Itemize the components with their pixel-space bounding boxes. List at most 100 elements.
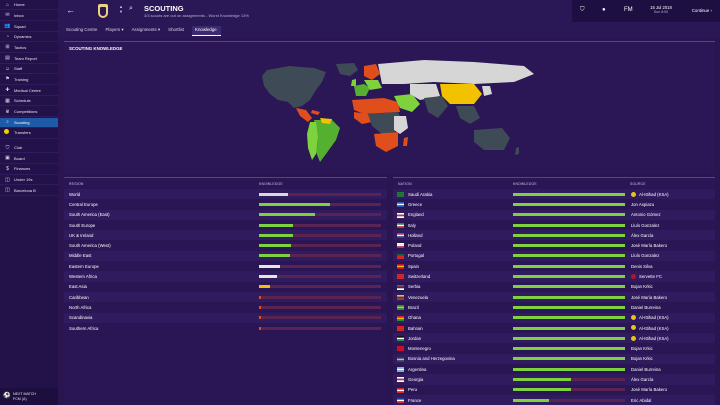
source-name[interactable]: José María Bakero xyxy=(631,243,668,249)
nation-column-header[interactable]: NATION xyxy=(398,182,412,186)
sidebar-item-tactics[interactable]: ⊞ Tactics xyxy=(0,43,58,54)
sidebar-item-board[interactable]: ▣ Board xyxy=(0,154,58,164)
nation-row[interactable]: Bahrain Al-Ittihad (KSA) xyxy=(393,323,715,333)
club-switch-arrows-icon[interactable]: ▲ ▼ xyxy=(119,4,123,14)
nation-row[interactable]: Portugal Lluís Gonzalez xyxy=(393,250,715,262)
source-name[interactable]: Jon Aspiazu xyxy=(631,201,655,207)
sidebar-item-schedule[interactable]: ▦ Schedule xyxy=(0,96,58,107)
back-arrow-icon[interactable]: ← xyxy=(66,5,75,15)
source-name[interactable]: Denis Silva xyxy=(631,263,653,269)
source-name[interactable]: Bojan Krkic xyxy=(631,356,653,362)
region-row[interactable]: Caribbean xyxy=(64,291,387,303)
scouting-knowledge-panel: SCOUTING KNOWLEDGE xyxy=(64,41,715,174)
source-name[interactable]: Al-Ittihad (KSA) xyxy=(639,315,669,321)
nation-row[interactable]: Ghana Al-Ittihad (KSA) xyxy=(393,312,715,323)
nation-row[interactable]: Bosnia and Herzegovina Bojan Krkic xyxy=(393,353,715,365)
sidebar-item-finances[interactable]: $ Finances xyxy=(0,164,58,175)
source-name[interactable]: Al-Ittihad (KSA) xyxy=(639,191,669,197)
nation-row[interactable]: Brazil Daniel Burreina xyxy=(393,302,715,312)
source-name[interactable]: Lluís Gonzalez xyxy=(631,222,660,228)
nation-name: Spain xyxy=(408,263,419,269)
nation-row[interactable]: Poland José María Bakero xyxy=(393,240,715,250)
sidebar-item-squad[interactable]: 👥 Squad xyxy=(0,21,58,32)
nation-row[interactable]: Serbia Bojan Krkic xyxy=(393,282,715,292)
nation-row[interactable]: Saudi Arabia Al-Ittihad (KSA) xyxy=(393,189,715,200)
tab-shortlist[interactable]: Shortlist xyxy=(168,27,185,32)
region-row[interactable]: North Africa xyxy=(64,302,387,312)
sidebar-item-competitions[interactable]: ♛ Competitions xyxy=(0,107,58,118)
next-match-button[interactable]: ⚽ NEXT MATCH FCM (A) xyxy=(0,388,58,405)
sidebar-item-under-19s[interactable]: ◫ Under 19s xyxy=(0,175,58,186)
region-row[interactable]: East Asia xyxy=(64,282,387,292)
nation-row[interactable]: Spain Denis Silva xyxy=(393,261,715,271)
tab-knowledge[interactable]: Knowledge xyxy=(192,26,221,36)
continue-button[interactable]: Continue › xyxy=(691,8,712,13)
sidebar-item-scouting[interactable]: ⌕ Scouting xyxy=(0,117,58,128)
region-row[interactable]: Eastern Europe xyxy=(64,261,387,271)
source-name[interactable]: Bojan Krkic xyxy=(631,346,653,352)
club-icon[interactable]: ⛉ xyxy=(580,7,585,13)
source-name[interactable]: José María Bakero xyxy=(631,294,668,300)
source-name[interactable]: José María Bakero xyxy=(631,387,668,393)
source-name[interactable]: Al-Ittihad (KSA) xyxy=(639,325,669,331)
source-name[interactable]: Bojan Krkic xyxy=(631,284,653,290)
source-name[interactable]: Daniel Burreina xyxy=(631,304,661,310)
sidebar-item-staff[interactable]: ☺ Staff xyxy=(0,64,58,75)
world-knowledge-map[interactable] xyxy=(64,42,715,175)
nation-row[interactable]: Italy Lluís Gonzalez xyxy=(393,220,715,230)
sidebar-item-inbox[interactable]: ✉ Inbox xyxy=(0,11,58,21)
source-name[interactable]: Daniel Burreina xyxy=(631,366,661,372)
info-icon[interactable]: ● xyxy=(602,7,606,13)
sidebar-item-dynamics[interactable]: ◔ Dynamics xyxy=(0,32,58,43)
region-row[interactable]: Central Europe xyxy=(64,199,387,209)
region-row[interactable]: Western Africa xyxy=(64,271,387,282)
fm-menu-icon[interactable]: FM xyxy=(624,7,633,13)
nation-row[interactable]: Venezuela José María Bakero xyxy=(393,291,715,303)
region-row[interactable]: World xyxy=(64,189,387,200)
source-name[interactable]: Lluís Gonzalez xyxy=(631,253,660,259)
nation-row[interactable]: Holland Álex García xyxy=(393,230,715,241)
sidebar-item-home[interactable]: ⌂ Home xyxy=(0,0,58,11)
nation-row[interactable]: Switzerland Servette FC xyxy=(393,271,715,282)
tab-assignments[interactable]: Assignments ▾ xyxy=(131,27,161,32)
source-name[interactable]: Álex García xyxy=(631,232,654,238)
sidebar-item-club[interactable]: ⛉ Club xyxy=(0,143,58,154)
sidebar-item-medical-centre[interactable]: ✚ Medical Centre xyxy=(0,86,58,96)
region-row[interactable]: South America (West) xyxy=(64,240,387,250)
region-row[interactable]: South America (East) xyxy=(64,209,387,220)
knowledge-bar xyxy=(513,213,625,217)
nation-row[interactable]: Jordan Al-Ittihad (KSA) xyxy=(393,333,715,344)
source-name[interactable]: Antonio Gómez xyxy=(631,212,661,218)
source-column-header[interactable]: SOURCE xyxy=(630,182,646,186)
knowledge-bar xyxy=(259,223,381,227)
nation-row[interactable]: Greece Jon Aspiazu xyxy=(393,199,715,209)
source-name[interactable]: Al-Ittihad (KSA) xyxy=(639,335,669,341)
club-crest[interactable] xyxy=(98,4,108,18)
sidebar-item-training[interactable]: ⚑ Training xyxy=(0,75,58,86)
tab-players[interactable]: Players ▾ xyxy=(105,27,124,32)
sidebar-item-barcelona-b[interactable]: ◫ Barcelona B xyxy=(0,186,58,196)
nation-row[interactable]: Argentina Daniel Burreina xyxy=(393,364,715,374)
nation-row[interactable]: Peru José María Bakero xyxy=(393,385,715,395)
source-name[interactable]: Servette FC xyxy=(639,274,662,280)
region-column-header[interactable]: REGION xyxy=(69,182,84,186)
region-row[interactable]: Scandinavia xyxy=(64,312,387,323)
region-row[interactable]: Southern Africa xyxy=(64,323,387,333)
sidebar-item-team-report[interactable]: ▤ Team Report xyxy=(0,53,58,64)
region-name: World xyxy=(69,191,81,197)
region-row[interactable]: UK & Ireland xyxy=(64,230,387,241)
search-icon[interactable]: ⌕ xyxy=(129,5,133,12)
nation-row[interactable]: Georgia Álex García xyxy=(393,374,715,385)
nation-row[interactable]: France Eric Abidal xyxy=(393,394,715,405)
nation-row[interactable]: Montenegro Bojan Krkic xyxy=(393,343,715,353)
region-row[interactable]: Middle East xyxy=(64,250,387,262)
region-row[interactable]: South Europe xyxy=(64,220,387,230)
source-name[interactable]: Eric Abidal xyxy=(631,397,652,403)
knowledge-column-header[interactable]: KNOWLEDGE xyxy=(513,182,537,186)
knowledge-column-header[interactable]: KNOWLEDGE xyxy=(259,182,283,186)
nation-name: Argentina xyxy=(408,366,427,372)
sidebar-item-transfers[interactable]: Transfers xyxy=(0,128,58,139)
nation-row[interactable]: England Antonio Gómez xyxy=(393,209,715,220)
source-name[interactable]: Álex García xyxy=(631,376,654,382)
tab-scouting-centre[interactable]: Scouting Centre xyxy=(66,27,98,32)
